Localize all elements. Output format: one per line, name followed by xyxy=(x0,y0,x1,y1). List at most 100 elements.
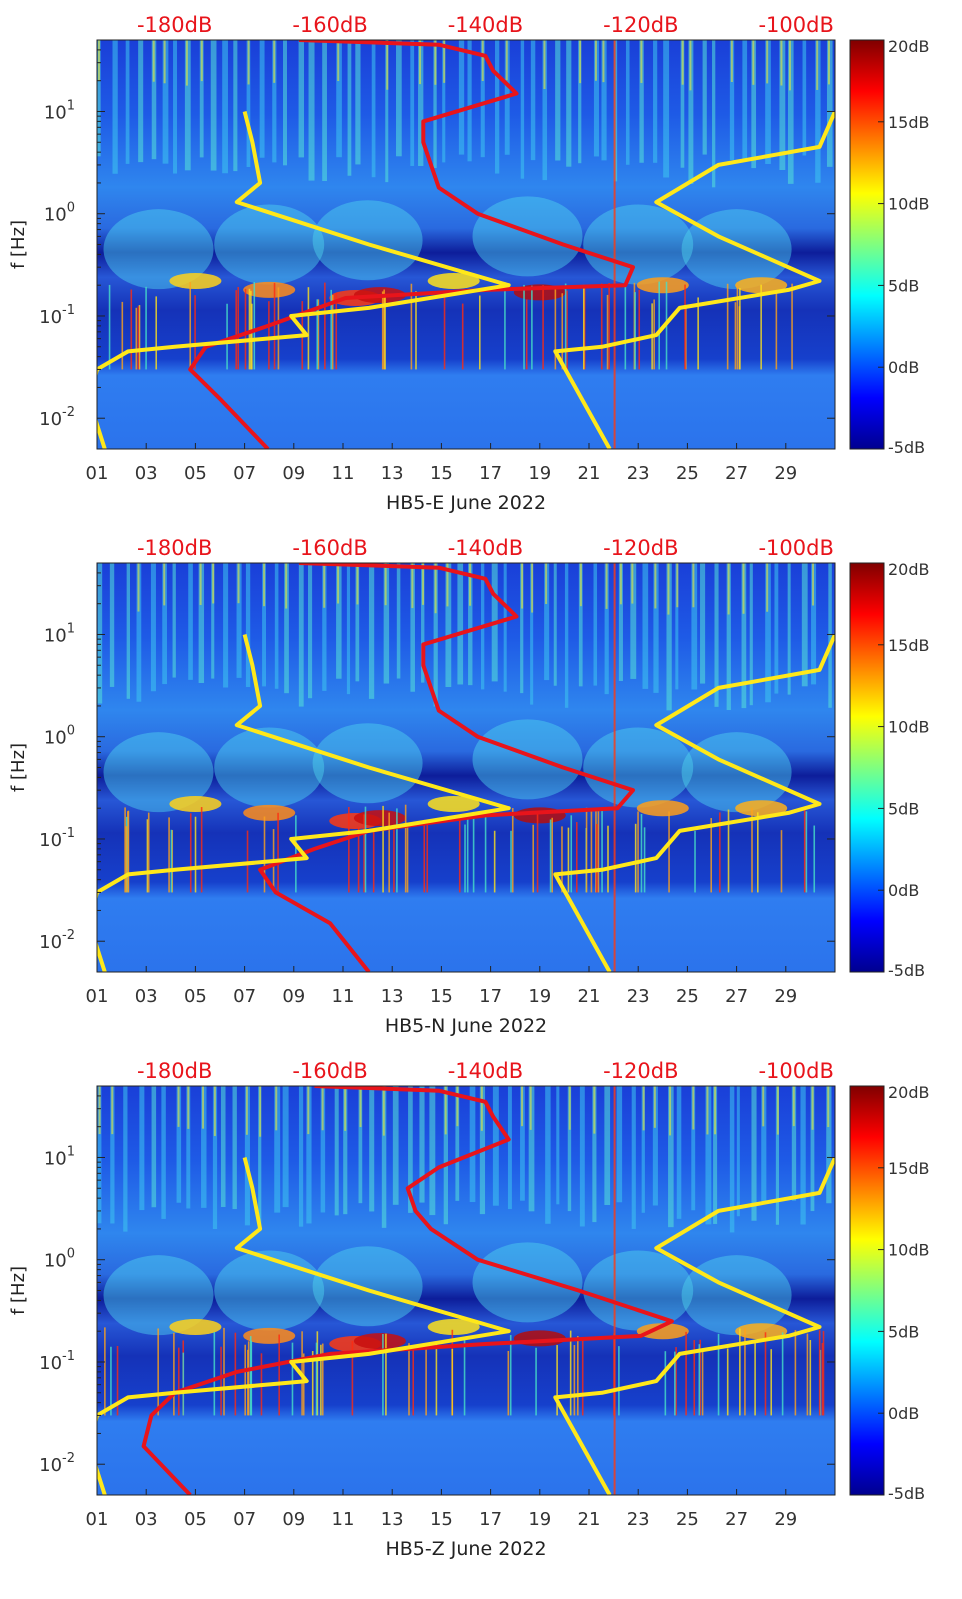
hf-streak xyxy=(343,1086,348,1215)
x-tick-label: 01 xyxy=(86,463,109,484)
hf-streak-hot xyxy=(212,563,215,604)
hf-streak xyxy=(567,1086,572,1212)
hf-streak xyxy=(787,40,794,184)
hf-streak-hot xyxy=(812,563,815,606)
lf-spike xyxy=(760,284,762,370)
top-db-tick-label: -100dB xyxy=(758,536,833,560)
x-tick-label: 19 xyxy=(528,986,551,1007)
hf-streak xyxy=(688,40,694,184)
hf-streak xyxy=(468,563,473,686)
y-tick-label: 101 xyxy=(44,98,75,123)
lf-spike xyxy=(640,814,643,893)
hf-streak-hot xyxy=(98,1086,101,1135)
hf-streak-hot xyxy=(568,1086,571,1130)
hf-streak xyxy=(578,40,582,164)
hf-streak xyxy=(641,1086,645,1213)
lf-spike xyxy=(189,282,192,370)
colorbar-tick-label: 0dB xyxy=(888,358,919,377)
lf-spike xyxy=(410,283,413,370)
lf-spike xyxy=(573,1344,576,1416)
hf-streak-hot xyxy=(593,1086,596,1134)
hf-streak xyxy=(553,563,557,686)
microseism-peak xyxy=(636,1323,689,1340)
hf-streak-hot xyxy=(263,563,266,607)
hf-streak xyxy=(520,1086,525,1201)
hf-streak xyxy=(736,1086,740,1217)
lf-spike xyxy=(247,1349,249,1416)
hf-streak xyxy=(545,1086,551,1224)
lf-spike xyxy=(504,282,506,370)
hf-streak xyxy=(811,563,817,685)
lf-spike xyxy=(726,283,729,370)
lf-spike xyxy=(507,1350,510,1416)
lf-spike xyxy=(157,1328,159,1416)
hf-streak-hot xyxy=(531,563,534,613)
hf-streak xyxy=(125,40,130,164)
spectrogram-texture xyxy=(97,40,835,449)
hf-streak xyxy=(445,563,452,688)
lf-spike xyxy=(244,288,247,370)
microseism-peak xyxy=(427,795,480,812)
microseism-peak xyxy=(169,1318,222,1335)
hf-streak-hot xyxy=(827,40,830,85)
lf-spike xyxy=(316,1331,319,1416)
lf-spike xyxy=(684,284,686,370)
hf-streak xyxy=(385,40,389,183)
hf-streak-hot xyxy=(780,40,783,86)
hf-streak-hot xyxy=(273,40,276,83)
hf-streak xyxy=(151,1086,157,1208)
lf-spike xyxy=(744,1327,746,1416)
top-db-tick-label: -100dB xyxy=(758,13,833,37)
x-tick-label: 07 xyxy=(233,1509,256,1530)
hf-streak-hot xyxy=(344,1086,347,1131)
lf-spike xyxy=(425,1348,427,1416)
lf-spike xyxy=(701,1350,704,1416)
lf-spike xyxy=(335,292,338,370)
lf-spike xyxy=(138,305,141,370)
x-tick-label: 13 xyxy=(381,1509,404,1530)
colorbar-tick-label: -5dB xyxy=(888,438,925,457)
hf-streak xyxy=(828,563,832,708)
x-axis-label: HB5-N June 2022 xyxy=(385,1015,547,1037)
microseism-blob xyxy=(583,1250,694,1331)
hf-streak-hot xyxy=(444,1086,447,1135)
hf-streak xyxy=(714,563,719,707)
lf-spike xyxy=(247,1341,250,1416)
x-tick-label: 29 xyxy=(774,1509,797,1530)
hf-streak-hot xyxy=(419,40,422,85)
hf-streak xyxy=(839,1086,844,1234)
hf-streak xyxy=(336,563,342,679)
lf-spike xyxy=(523,284,525,370)
hf-streak xyxy=(298,1086,304,1227)
lf-spike xyxy=(321,1343,324,1416)
hf-streak xyxy=(246,40,251,168)
lf-spike xyxy=(108,284,111,370)
lf-spike xyxy=(822,1330,825,1416)
microseism-blob xyxy=(312,1246,423,1327)
hf-streak xyxy=(802,40,807,156)
lf-spike xyxy=(213,1332,216,1416)
lf-spike xyxy=(818,1330,821,1416)
hf-streak xyxy=(284,563,289,694)
lf-spike xyxy=(145,286,147,370)
hf-streak xyxy=(774,563,779,694)
hf-streak xyxy=(639,40,644,163)
lf-spike xyxy=(697,297,699,370)
microseism-peak xyxy=(243,1327,296,1344)
colorbar-tick-label: 0dB xyxy=(888,1404,919,1423)
hf-streak xyxy=(653,563,659,693)
hf-streak-hot xyxy=(594,40,597,81)
hf-streak xyxy=(579,1086,585,1227)
microseism-peak xyxy=(353,1333,406,1350)
lf-spike xyxy=(124,807,126,893)
hf-streak xyxy=(700,563,706,684)
hf-streak xyxy=(455,1086,460,1201)
hf-streak xyxy=(837,563,840,702)
x-tick-label: 25 xyxy=(676,1509,699,1530)
y-tick-exponent: 0 xyxy=(67,724,75,739)
microseism-peak xyxy=(427,1318,480,1335)
x-tick-label: 27 xyxy=(725,986,748,1007)
hf-streak-hot xyxy=(653,1086,656,1128)
lf-spike xyxy=(821,1342,824,1416)
colorbar-tick-label: 5dB xyxy=(888,1322,919,1341)
